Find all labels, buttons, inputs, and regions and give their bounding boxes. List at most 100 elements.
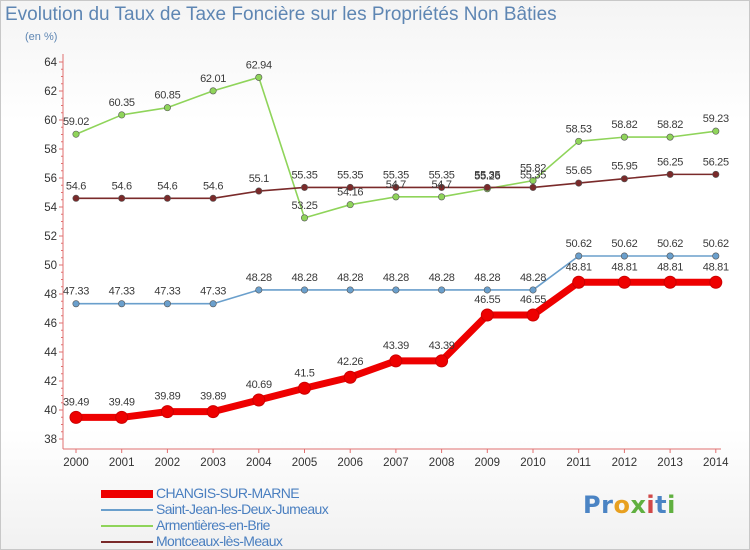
data-label: 60.85 — [154, 90, 180, 102]
data-label: 55.26 — [474, 171, 500, 183]
legend-item: CHANGIS-SUR-MARNE — [101, 485, 421, 502]
proxiti-logo: Proxiti — [583, 491, 676, 519]
data-point — [712, 127, 720, 135]
data-label: 48.81 — [566, 261, 592, 273]
data-point — [526, 308, 540, 322]
y-tick-label: 44 — [44, 347, 57, 359]
data-point — [300, 286, 308, 294]
data-label: 55.82 — [520, 163, 546, 175]
x-tick-label: 2008 — [429, 457, 455, 469]
data-label: 59.02 — [63, 116, 89, 128]
data-point — [529, 286, 537, 294]
y-tick-label: 42 — [44, 376, 57, 388]
data-point — [209, 300, 217, 308]
data-label: 40.69 — [246, 379, 272, 391]
data-label: 39.49 — [109, 396, 135, 408]
data-label: 54.7 — [431, 179, 451, 191]
data-point — [118, 300, 126, 308]
legend-item: Armentières-en-Brie — [101, 517, 421, 534]
data-label: 62.94 — [246, 59, 272, 71]
data-point — [160, 405, 174, 419]
data-label: 47.33 — [63, 286, 89, 298]
data-point — [255, 286, 263, 294]
legend-label: CHANGIS-SUR-MARNE — [156, 485, 300, 501]
data-label: 62.01 — [200, 73, 226, 85]
legend-label: Saint-Jean-les-Deux-Jumeaux — [156, 501, 329, 517]
data-point — [392, 286, 400, 294]
x-tick-label: 2009 — [475, 457, 501, 469]
data-point — [438, 193, 446, 201]
data-label: 47.33 — [109, 286, 135, 298]
data-label: 54.6 — [112, 180, 132, 192]
data-label: 43.39 — [383, 340, 409, 352]
data-point — [480, 308, 494, 322]
data-point — [575, 137, 583, 145]
data-label: 58.53 — [566, 123, 592, 135]
data-point — [72, 130, 80, 138]
data-point — [438, 183, 446, 191]
data-point — [118, 194, 126, 202]
data-label: 41.5 — [294, 367, 314, 379]
data-point — [346, 286, 354, 294]
data-point — [69, 410, 83, 424]
data-label: 55.35 — [429, 169, 455, 181]
data-label: 55.35 — [474, 169, 500, 181]
data-point — [709, 275, 723, 289]
data-label: 48.28 — [291, 272, 317, 284]
data-point — [620, 175, 628, 183]
y-tick-label: 56 — [44, 173, 57, 185]
x-tick-label: 2003 — [200, 457, 226, 469]
y-tick-label: 52 — [44, 231, 57, 243]
data-point — [666, 133, 674, 141]
chart-legend: CHANGIS-SUR-MARNE Saint-Jean-les-Deux-Jum… — [101, 485, 421, 550]
data-point — [163, 300, 171, 308]
data-label: 39.89 — [200, 391, 226, 403]
data-point — [435, 354, 449, 368]
legend-swatch — [101, 509, 153, 511]
data-label: 48.81 — [611, 261, 637, 273]
y-tick-label: 46 — [44, 318, 57, 330]
data-point — [163, 194, 171, 202]
data-label: 55.65 — [566, 165, 592, 177]
data-label: 50.62 — [657, 238, 683, 250]
data-point — [209, 194, 217, 202]
data-point — [620, 252, 628, 260]
chart-subtitle: (en %) — [25, 31, 58, 43]
legend-item: Saint-Jean-les-Deux-Jumeaux — [101, 501, 421, 518]
x-tick-label: 2005 — [292, 457, 318, 469]
legend-swatch — [101, 541, 153, 543]
data-label: 55.35 — [291, 169, 317, 181]
data-point — [438, 286, 446, 294]
data-point — [115, 410, 129, 424]
data-label: 50.62 — [703, 238, 729, 250]
data-point — [712, 252, 720, 260]
data-label: 58.82 — [611, 119, 637, 131]
data-label: 50.62 — [611, 238, 637, 250]
data-point — [206, 405, 220, 419]
data-point — [666, 170, 674, 178]
data-label: 46.55 — [474, 294, 500, 306]
data-label: 53.25 — [291, 200, 317, 212]
data-point — [575, 179, 583, 187]
data-label: 55.35 — [337, 169, 363, 181]
data-label: 47.33 — [200, 286, 226, 298]
y-tick-label: 58 — [44, 144, 57, 156]
legend-label: Montceaux-lès-Meaux — [156, 533, 283, 549]
data-label: 43.39 — [429, 340, 455, 352]
data-label: 54.6 — [203, 180, 223, 192]
data-point — [255, 73, 263, 81]
data-label: 47.33 — [154, 286, 180, 298]
data-point — [72, 300, 80, 308]
x-tick-label: 2014 — [703, 457, 729, 469]
y-tick-label: 48 — [44, 289, 57, 301]
data-point — [346, 201, 354, 209]
x-tick-label: 2000 — [63, 457, 89, 469]
x-tick-label: 2010 — [520, 457, 546, 469]
y-tick-label: 64 — [44, 57, 57, 69]
data-label: 48.81 — [657, 261, 683, 273]
data-label: 48.28 — [429, 272, 455, 284]
data-label: 60.35 — [109, 97, 135, 109]
data-label: 59.23 — [703, 113, 729, 125]
